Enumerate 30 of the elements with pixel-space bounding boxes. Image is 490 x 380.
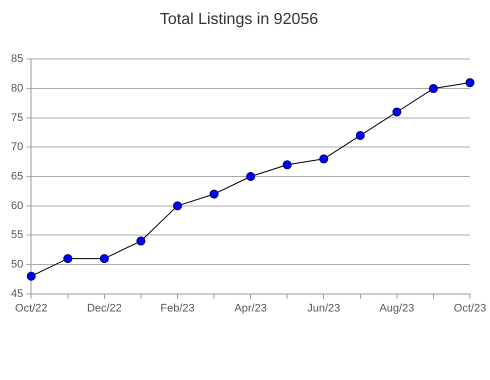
y-tick-label: 60 bbox=[10, 200, 24, 212]
point bbox=[356, 130, 365, 140]
point bbox=[100, 254, 109, 264]
point bbox=[246, 172, 256, 181]
y-tick-label: 55 bbox=[10, 229, 24, 242]
point bbox=[428, 84, 438, 94]
y-tick-label: 50 bbox=[10, 258, 24, 271]
point bbox=[466, 78, 474, 88]
point bbox=[136, 236, 146, 246]
y-tick-label: 65 bbox=[10, 170, 24, 183]
point bbox=[26, 272, 36, 281]
point bbox=[319, 154, 328, 164]
point bbox=[210, 190, 219, 199]
x-tick-label: Jun/23 bbox=[307, 302, 340, 314]
point bbox=[63, 254, 72, 264]
y-tick-label: 80 bbox=[10, 82, 24, 95]
y-tick-label: 70 bbox=[10, 141, 24, 154]
x-tick-label: Oct/23 bbox=[454, 302, 486, 314]
y-tick-label: 75 bbox=[10, 112, 24, 124]
x-tick-label: Dec/22 bbox=[86, 302, 122, 314]
x-tick-label: Apr/23 bbox=[234, 302, 267, 314]
x-tick-label: Oct/22 bbox=[15, 302, 48, 314]
point bbox=[172, 201, 182, 210]
point bbox=[282, 160, 292, 170]
x-tick-label: Feb/23 bbox=[160, 302, 195, 314]
y-tick-label: 45 bbox=[10, 288, 24, 300]
y-tick-label: 85 bbox=[10, 53, 24, 66]
point bbox=[392, 107, 402, 116]
x-tick-label: Aug/23 bbox=[379, 302, 414, 314]
chart-title: Total Listings in 92056 bbox=[160, 11, 318, 28]
